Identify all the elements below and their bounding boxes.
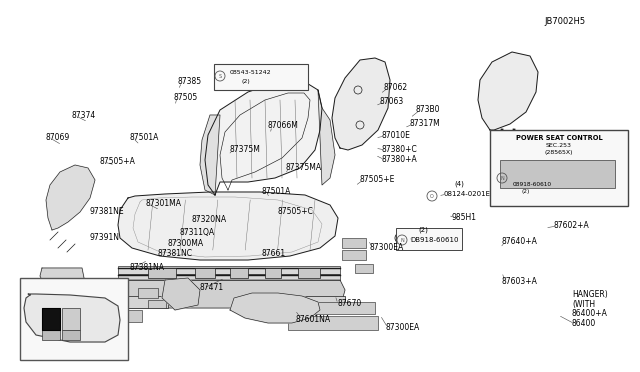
Text: (WITH: (WITH [572, 299, 595, 308]
Bar [288, 316, 378, 330]
Polygon shape [24, 294, 120, 342]
Polygon shape [46, 165, 95, 230]
Text: 87375MA: 87375MA [286, 164, 322, 173]
Bar [300, 302, 375, 314]
Text: 87375M: 87375M [230, 145, 261, 154]
Bar [355, 264, 373, 273]
Text: 87670: 87670 [338, 299, 362, 308]
Bar [342, 250, 366, 260]
Bar [500, 160, 615, 188]
Text: 87381NA: 87381NA [130, 263, 165, 273]
Text: 86400+A: 86400+A [572, 310, 608, 318]
Polygon shape [40, 268, 84, 284]
Text: (28565X): (28565X) [545, 150, 573, 155]
Polygon shape [332, 58, 390, 150]
Text: 87471: 87471 [200, 283, 224, 292]
Text: SEC.253: SEC.253 [546, 143, 572, 148]
Bar [396, 228, 462, 250]
Text: 97391N: 97391N [90, 234, 120, 243]
Text: 87010E: 87010E [382, 131, 411, 141]
Text: 87311QA: 87311QA [180, 228, 215, 237]
Text: 87301MA: 87301MA [145, 199, 181, 208]
Text: 87603+A: 87603+A [502, 278, 538, 286]
Text: 87501A: 87501A [130, 134, 159, 142]
Text: (2): (2) [418, 227, 428, 233]
Bar [42, 308, 60, 330]
Text: 87069: 87069 [45, 134, 69, 142]
Text: JB7002H5: JB7002H5 [544, 17, 585, 26]
Bar [118, 266, 340, 274]
Bar [342, 238, 366, 248]
Bar [214, 64, 308, 90]
Bar [265, 268, 281, 278]
Polygon shape [200, 115, 220, 195]
Text: HANGER): HANGER) [572, 289, 608, 298]
Text: 86400: 86400 [572, 320, 596, 328]
Bar [230, 268, 248, 278]
Text: (2): (2) [242, 80, 251, 84]
Text: N: N [500, 176, 504, 180]
Text: 87501A: 87501A [262, 187, 291, 196]
Text: 97381NE: 97381NE [90, 208, 125, 217]
Text: 87602+A: 87602+A [554, 221, 589, 231]
Polygon shape [118, 192, 338, 260]
Bar [118, 310, 142, 322]
Text: N: N [400, 237, 404, 243]
Text: 87380+C: 87380+C [382, 145, 418, 154]
Text: 87505: 87505 [173, 93, 197, 102]
Bar [148, 268, 176, 278]
Text: 873B0: 873B0 [416, 106, 440, 115]
Polygon shape [58, 302, 118, 316]
Text: DB918-60610: DB918-60610 [410, 237, 458, 243]
Bar [298, 268, 320, 278]
Polygon shape [230, 293, 320, 323]
Polygon shape [162, 278, 200, 310]
Text: O: O [430, 193, 434, 199]
Text: 08543-51242: 08543-51242 [230, 71, 271, 76]
Bar [62, 308, 80, 330]
Text: 87300EA: 87300EA [370, 244, 404, 253]
Text: 08124-0201E: 08124-0201E [444, 191, 491, 197]
Bar [118, 296, 168, 308]
Bar [138, 288, 158, 298]
Text: POWER SEAT CONTROL: POWER SEAT CONTROL [516, 135, 602, 141]
Text: 87601NA: 87601NA [295, 315, 330, 324]
Text: 87505+E: 87505+E [360, 176, 396, 185]
Text: S: S [218, 74, 221, 78]
Polygon shape [318, 90, 335, 185]
Polygon shape [114, 280, 345, 308]
Text: 08918-60610: 08918-60610 [513, 182, 552, 186]
Text: 87661: 87661 [262, 250, 286, 259]
Polygon shape [205, 82, 322, 195]
Text: 87300EA: 87300EA [385, 324, 419, 333]
Text: N: N [398, 235, 402, 241]
Text: 87320NA: 87320NA [192, 215, 227, 224]
Text: 87640+A: 87640+A [502, 237, 538, 247]
Text: 87505+C: 87505+C [278, 208, 314, 217]
Bar [290, 296, 345, 308]
Text: (2): (2) [521, 189, 529, 195]
Bar [490, 130, 628, 206]
Text: 87380+A: 87380+A [382, 155, 418, 164]
Text: 87063: 87063 [380, 97, 404, 106]
Bar [42, 308, 60, 330]
Bar [62, 330, 80, 340]
Text: 87381NC: 87381NC [158, 250, 193, 259]
Text: 985H1: 985H1 [452, 214, 477, 222]
Text: 87374: 87374 [72, 112, 96, 121]
Bar [20, 278, 128, 360]
Bar [195, 268, 215, 278]
Text: 87317M: 87317M [410, 119, 441, 128]
Bar [118, 274, 340, 280]
Text: 87505+A: 87505+A [100, 157, 136, 167]
Text: (4): (4) [454, 181, 464, 187]
Bar [42, 330, 60, 340]
Text: 87385: 87385 [178, 77, 202, 87]
Text: 87066M: 87066M [268, 122, 299, 131]
Bar [148, 300, 166, 308]
Text: 87062: 87062 [384, 83, 408, 93]
Text: 87300MA: 87300MA [168, 240, 204, 248]
Polygon shape [478, 52, 538, 130]
